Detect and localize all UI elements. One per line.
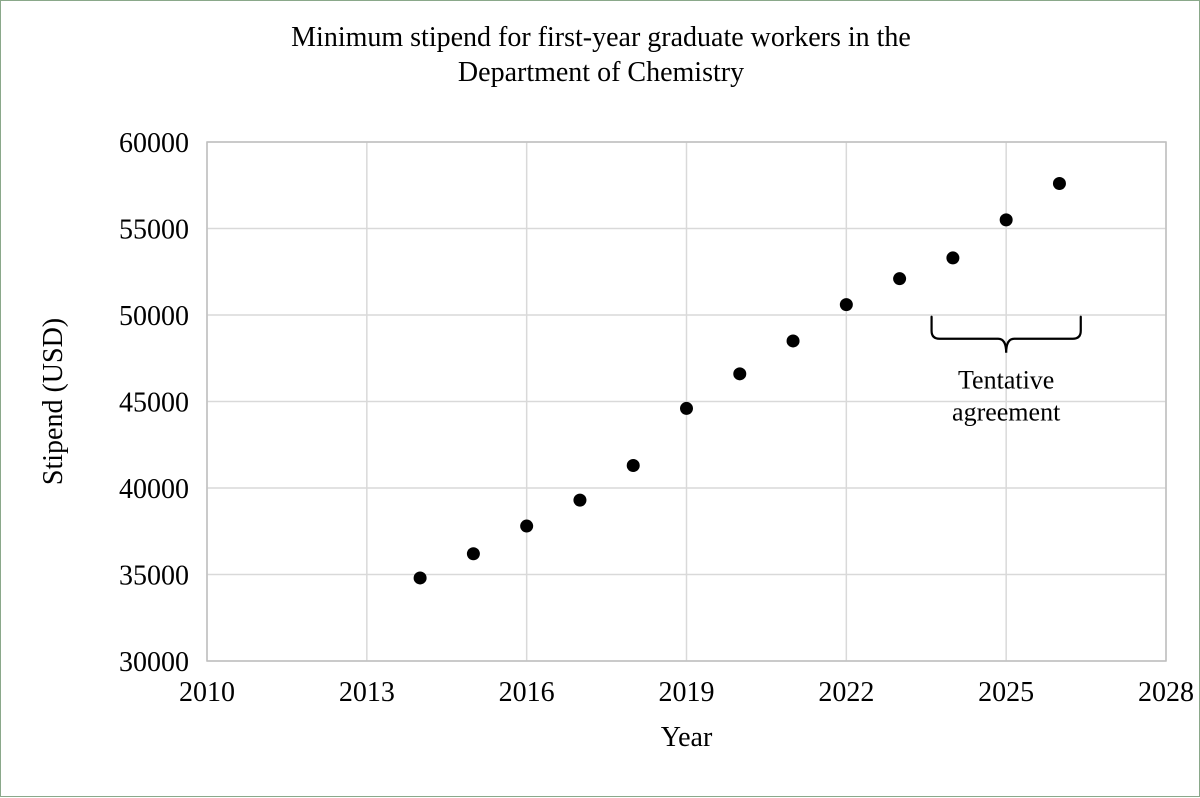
data-point <box>1053 177 1066 190</box>
y-tick-label: 30000 <box>119 647 189 678</box>
x-tick-label: 2028 <box>1138 677 1194 708</box>
data-point <box>467 547 480 560</box>
x-tick-label: 2025 <box>978 677 1034 708</box>
y-axis-label: Stipend (USD) <box>38 318 69 485</box>
y-tick-label: 45000 <box>119 388 189 419</box>
x-axis-label: Year <box>661 722 713 753</box>
data-point <box>1000 213 1013 226</box>
x-tick-label: 2016 <box>499 677 555 708</box>
data-point <box>414 571 427 584</box>
y-tick-label: 55000 <box>119 215 189 246</box>
x-tick-label: 2019 <box>659 677 715 708</box>
y-tick-label: 60000 <box>119 128 189 159</box>
y-tick-label: 40000 <box>119 474 189 505</box>
annotation-label-line1: Tentative <box>958 366 1054 395</box>
data-point <box>680 402 693 415</box>
chart-title-line2: Department of Chemistry <box>458 57 744 88</box>
annotation-label-line2: agreement <box>952 398 1061 427</box>
data-point <box>787 334 800 347</box>
data-point <box>573 494 586 507</box>
x-tick-label: 2022 <box>818 677 874 708</box>
stipend-scatter-chart: 2010 2013 2016 2019 2022 2025 2028 30000 35000 40… <box>1 1 1200 798</box>
y-tick-label: 35000 <box>119 561 189 592</box>
data-point <box>893 272 906 285</box>
chart-title-line1: Minimum stipend for first-year graduate … <box>291 22 911 53</box>
data-point <box>627 459 640 472</box>
x-tick-label: 2010 <box>179 677 235 708</box>
data-point <box>520 520 533 533</box>
chart-frame: 2010 2013 2016 2019 2022 2025 2028 30000 35000 40… <box>0 0 1200 797</box>
data-point <box>946 251 959 264</box>
data-point <box>840 298 853 311</box>
y-tick-label: 50000 <box>119 301 189 332</box>
x-tick-label: 2013 <box>339 677 395 708</box>
data-point <box>733 367 746 380</box>
